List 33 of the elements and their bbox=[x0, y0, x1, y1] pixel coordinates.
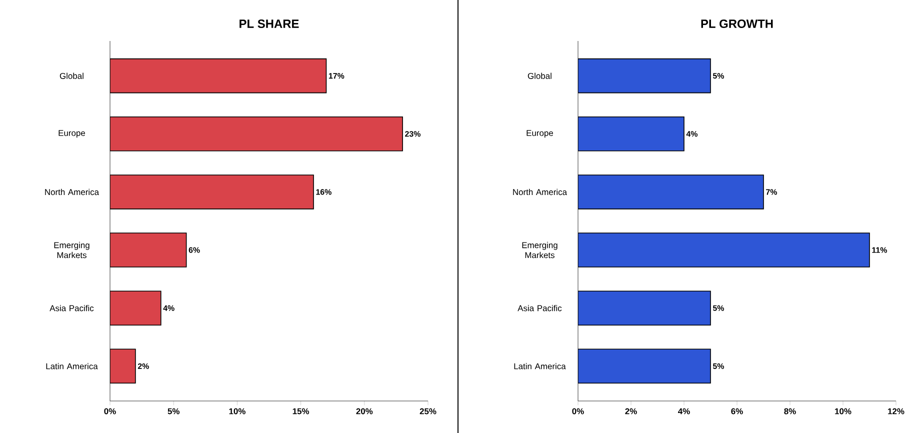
x-tick-label: 5% bbox=[168, 408, 180, 414]
bar bbox=[110, 174, 314, 210]
x-tick-label: 2% bbox=[625, 408, 637, 414]
y-tick-label: North America bbox=[45, 188, 100, 196]
bar bbox=[110, 348, 136, 384]
y-tick-label: Global bbox=[528, 72, 552, 79]
x-tick-label: 4% bbox=[678, 408, 690, 414]
y-tick-label: Latin America bbox=[46, 363, 98, 370]
x-tick-label: 25% bbox=[420, 408, 436, 414]
x-tick-label: 15% bbox=[292, 408, 310, 414]
y-tick-label: Emerging Markets bbox=[522, 242, 558, 258]
x-tick-label: 20% bbox=[356, 408, 373, 414]
x-tick-label: 10% bbox=[229, 408, 246, 414]
y-tick-label: Europe bbox=[58, 130, 86, 138]
y-tick-label: Latin America bbox=[514, 363, 566, 370]
y-tick-label: Europe bbox=[526, 130, 554, 138]
y-tick-label: North America bbox=[513, 188, 568, 196]
bar bbox=[110, 116, 403, 152]
bar bbox=[110, 290, 162, 326]
chart-title: PL SHARE bbox=[240, 20, 299, 28]
y-tick-label: Asia Pacific bbox=[518, 304, 562, 312]
y-tick-label: Global bbox=[60, 72, 84, 79]
x-tick-label: 6% bbox=[731, 408, 743, 414]
x-tick-label: 10% bbox=[835, 408, 852, 414]
chart-title: PL GROWTH bbox=[701, 20, 773, 28]
y-tick-label: Asia Pacific bbox=[50, 304, 94, 312]
x-tick-label: 0% bbox=[104, 408, 116, 414]
x-tick-label: 12% bbox=[888, 408, 904, 414]
bar bbox=[110, 58, 327, 94]
y-tick-label: Emerging Markets bbox=[54, 242, 90, 258]
bar bbox=[110, 232, 187, 268]
x-tick-label: 0% bbox=[572, 408, 584, 414]
x-tick-label: 8% bbox=[784, 408, 796, 414]
